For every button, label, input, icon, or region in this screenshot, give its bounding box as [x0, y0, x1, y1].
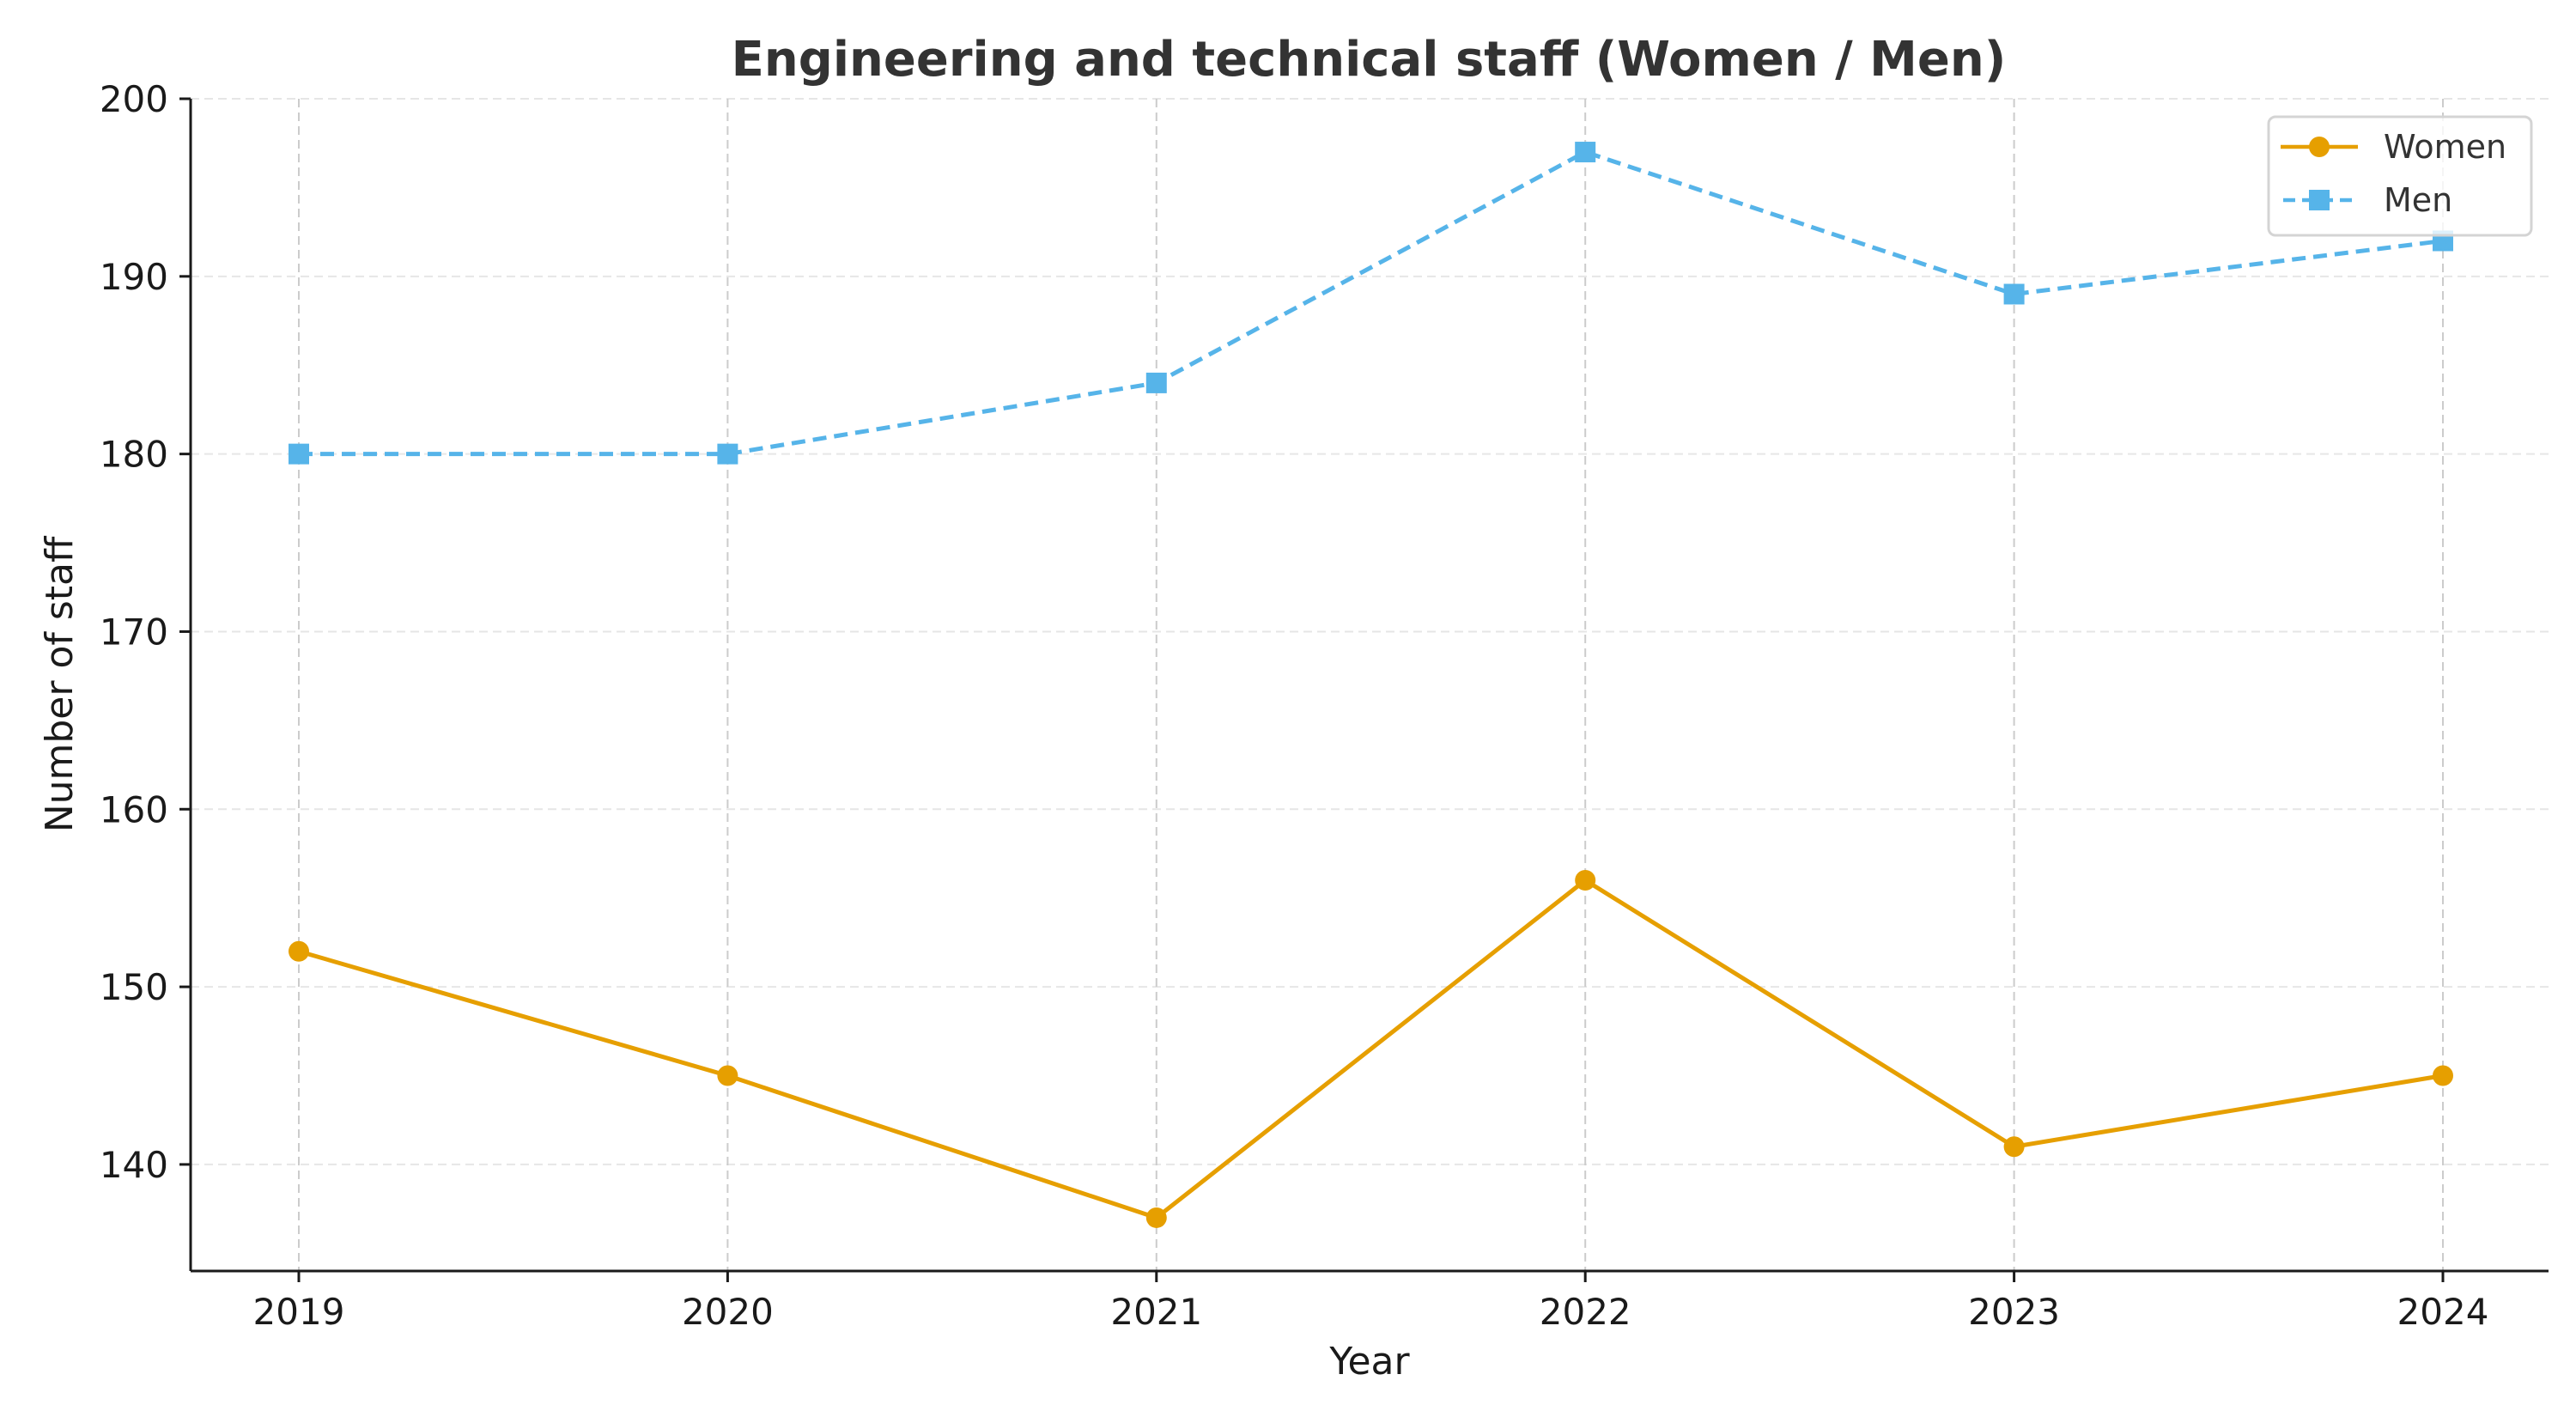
axes	[189, 99, 2549, 1273]
x-axis-label: Year	[1328, 1340, 1410, 1384]
chart-title: Engineering and technical staff (Women /…	[732, 32, 2007, 88]
data-point	[289, 443, 309, 465]
legend-men-label: Men	[2384, 181, 2452, 219]
y-tick-label: 170	[100, 611, 168, 653]
x-ticks: 2019 2020 2021 2022 2023 2024	[253, 1271, 2489, 1333]
y-axis-label: Number of staff	[38, 535, 82, 832]
y-tick-label: 190	[100, 256, 168, 298]
legend: Women Men	[2267, 115, 2533, 237]
data-point	[717, 443, 738, 465]
data-point	[1575, 142, 1596, 163]
y-tick-label: 160	[100, 788, 168, 830]
legend-women-marker	[2309, 137, 2330, 157]
x-tick-label: 2023	[1968, 1291, 2060, 1333]
legend-men-marker	[2309, 190, 2330, 210]
data-point	[717, 1065, 738, 1086]
series-group	[289, 142, 2453, 1228]
legend-item-women: Women	[2281, 128, 2506, 166]
series-line-women	[298, 878, 2444, 1220]
legend-item-men: Men	[2283, 181, 2452, 219]
legend-women-label: Women	[2384, 128, 2506, 166]
series-men	[289, 142, 2453, 465]
series-women	[289, 870, 2453, 1228]
data-point	[289, 940, 309, 962]
x-tick-label: 2022	[1540, 1291, 1631, 1333]
y-tick-label: 150	[100, 966, 168, 1008]
data-point	[1145, 372, 1167, 393]
data-point	[2003, 283, 2025, 305]
x-tick-label: 2021	[1110, 1291, 1202, 1333]
y-tick-label: 200	[100, 78, 168, 120]
data-point	[2003, 1136, 2025, 1158]
data-point	[1145, 1207, 1167, 1228]
y-tick-label: 180	[100, 434, 168, 476]
series-line-men	[299, 149, 2444, 457]
x-tick-label: 2020	[682, 1291, 774, 1333]
y-ticks: 140 150 160 170 180 190 200	[100, 78, 191, 1186]
data-point	[2433, 1065, 2453, 1086]
y-tick-label: 140	[100, 1144, 168, 1186]
data-point	[1575, 870, 1596, 891]
x-tick-label: 2024	[2397, 1291, 2489, 1333]
grid	[191, 98, 2549, 1271]
x-tick-label: 2019	[253, 1291, 345, 1333]
